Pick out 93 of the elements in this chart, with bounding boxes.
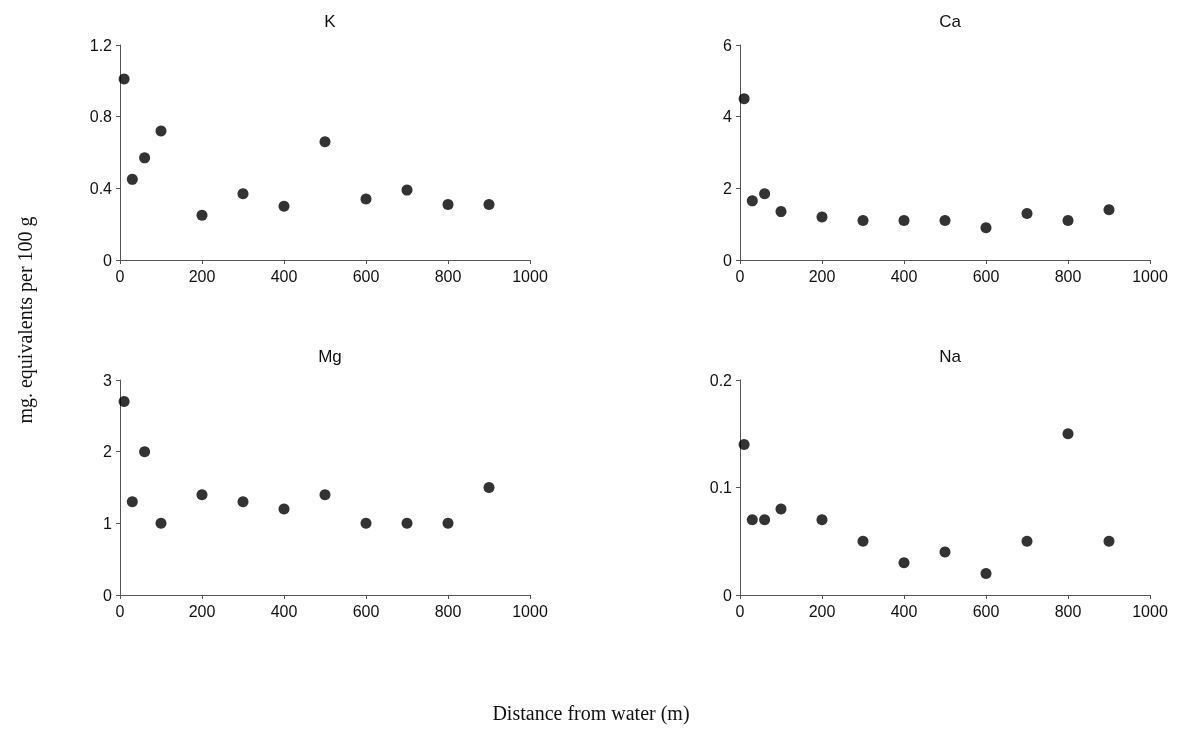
point: [980, 568, 992, 579]
point: [155, 125, 167, 137]
point: [939, 215, 951, 227]
x-tick-label: 200: [188, 602, 216, 620]
point: [319, 136, 331, 148]
point: [196, 209, 208, 221]
y-tick-label: 1.2: [89, 36, 113, 54]
point: [237, 496, 249, 508]
point: [401, 517, 413, 529]
y-tick-label: 0: [723, 586, 733, 604]
y-tick-label: 0: [723, 251, 733, 269]
x-tick-label: 200: [808, 602, 836, 620]
y-tick-label: 0: [103, 251, 113, 269]
point: [1021, 207, 1033, 219]
point: [360, 193, 372, 205]
x-tick-label: 400: [890, 602, 918, 620]
point: [1062, 215, 1074, 227]
chart-title: Mg: [318, 347, 342, 366]
x-tick-label: 1000: [512, 602, 548, 620]
point: [816, 514, 828, 526]
point: [980, 222, 992, 234]
point: [126, 173, 138, 185]
point: [738, 439, 750, 450]
point: [196, 489, 208, 501]
point: [1021, 535, 1033, 547]
point: [139, 152, 151, 164]
y-tick-label: 0.1: [709, 479, 733, 496]
point: [775, 503, 787, 515]
point: [857, 215, 869, 227]
point: [319, 489, 331, 501]
x-tick-label: 400: [890, 267, 918, 285]
chart-title: K: [324, 12, 337, 31]
chart-title: Ca: [939, 12, 962, 31]
y-tick-label: 2: [723, 179, 733, 197]
point: [746, 195, 758, 207]
point: [155, 517, 167, 529]
y-tick-label: 4: [723, 108, 733, 126]
x-tick-label: 0: [115, 602, 125, 620]
y-tick-label: 3: [103, 371, 113, 389]
x-tick-label: 400: [270, 602, 298, 620]
point: [746, 514, 758, 526]
x-tick-label: 1000: [1132, 602, 1168, 620]
x-tick-label: 200: [808, 267, 836, 285]
y-tick-label: 1: [103, 514, 113, 532]
x-tick-label: 800: [434, 602, 462, 620]
point: [1062, 428, 1074, 440]
x-tick-label: 200: [188, 267, 216, 285]
point: [857, 535, 869, 547]
y-tick-label: 0.4: [89, 179, 113, 197]
x-tick-label: 800: [1054, 602, 1082, 620]
y-axis-title: mg. equivalents per 100 g: [13, 216, 37, 424]
point: [442, 517, 454, 529]
point: [278, 200, 290, 212]
point: [401, 184, 413, 196]
x-tick-label: 600: [352, 602, 380, 620]
point: [483, 198, 495, 210]
point: [759, 514, 771, 526]
y-tick-label: 6: [723, 36, 733, 54]
point: [118, 396, 130, 407]
x-tick-label: 1000: [1132, 267, 1168, 285]
y-tick-label: 0.8: [89, 108, 113, 126]
point: [738, 93, 750, 105]
point: [237, 188, 249, 200]
point: [939, 546, 951, 558]
y-tick-label: 2: [103, 443, 113, 461]
point: [1103, 535, 1115, 547]
point: [816, 211, 828, 223]
x-tick-label: 0: [115, 267, 125, 285]
x-tick-label: 400: [270, 267, 298, 285]
point: [898, 557, 910, 569]
x-tick-label: 600: [352, 267, 380, 285]
y-tick-label: 0: [103, 586, 113, 604]
y-tick-label: 0.2: [709, 371, 733, 389]
x-tick-label: 0: [735, 267, 745, 285]
point: [759, 188, 771, 200]
point: [278, 503, 290, 515]
point: [118, 73, 130, 85]
x-tick-label: 800: [434, 267, 462, 285]
x-axis-title: Distance from water (m): [492, 702, 690, 725]
point: [898, 215, 910, 227]
point: [139, 446, 151, 458]
x-tick-label: 600: [972, 267, 1000, 285]
x-tick-label: 0: [735, 602, 745, 620]
point: [126, 496, 138, 508]
x-tick-label: 800: [1054, 267, 1082, 285]
x-tick-label: 600: [972, 602, 1000, 620]
point: [1103, 204, 1115, 216]
x-tick-label: 1000: [512, 267, 548, 285]
point: [775, 206, 787, 218]
chart-title: Na: [939, 347, 962, 366]
point: [442, 198, 454, 210]
point: [483, 482, 495, 493]
point: [360, 517, 372, 529]
